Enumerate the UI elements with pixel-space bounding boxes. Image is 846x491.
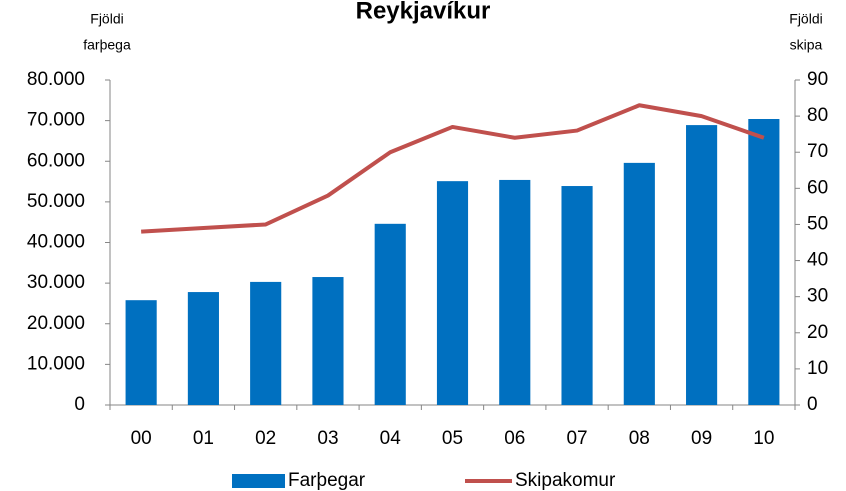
x-tick-label: 09: [691, 428, 712, 449]
y2-tick-label: 50: [807, 213, 828, 234]
x-tick-label: 03: [317, 428, 338, 449]
x-tick-label: 05: [442, 428, 463, 449]
bar: [686, 125, 718, 405]
y2-axis-label: skipa: [790, 37, 823, 53]
y-axis-label: farþega: [83, 37, 131, 53]
y-tick-label: 20.000: [27, 313, 85, 334]
y2-tick-label: 90: [807, 69, 828, 90]
y2-tick-label: 40: [807, 250, 828, 271]
x-tick-label: 01: [193, 428, 214, 449]
bar: [250, 281, 282, 405]
y2-tick-label: 80: [807, 105, 828, 126]
y-tick-label: 40.000: [27, 232, 85, 253]
chart-title: Reykjavíkur: [356, 0, 491, 24]
legend-label: Skipakomur: [515, 470, 616, 491]
y2-tick-label: 60: [807, 177, 828, 198]
y-tick-label: 80.000: [27, 69, 85, 90]
x-tick-label: 04: [380, 428, 402, 449]
y2-axis-label: Fjöldi: [789, 11, 822, 27]
bar: [374, 223, 406, 405]
bar: [561, 186, 593, 405]
bar: [436, 181, 469, 405]
y-tick-label: 70.000: [27, 110, 85, 131]
bar: [125, 300, 157, 405]
x-tick-label: 00: [131, 428, 152, 449]
y-tick-label: 60.000: [27, 150, 85, 171]
legend-swatch: [232, 474, 285, 488]
x-tick-label: 07: [566, 428, 587, 449]
line: [141, 103, 765, 234]
x-tick-label: 02: [255, 428, 276, 449]
legend-label: Farþegar: [288, 470, 366, 491]
y2-tick-label: 20: [807, 322, 828, 343]
x-tick-label: 08: [629, 428, 650, 449]
y2-tick-label: 30: [807, 286, 828, 307]
y-tick-label: 0: [74, 394, 85, 415]
y2-tick-label: 70: [807, 141, 828, 162]
bar: [499, 179, 531, 405]
bar: [187, 292, 219, 405]
y-axis-label: Fjöldi: [90, 11, 123, 27]
y2-tick-label: 0: [807, 394, 818, 415]
y-tick-label: 30.000: [27, 272, 85, 293]
y-tick-label: 50.000: [27, 191, 85, 212]
y2-tick-label: 10: [807, 358, 828, 379]
y-tick-label: 10.000: [27, 353, 85, 374]
x-tick-label: 06: [504, 428, 525, 449]
x-tick-label: 10: [753, 428, 774, 449]
bar: [748, 119, 780, 405]
bar: [623, 162, 655, 405]
bar: [312, 277, 344, 405]
